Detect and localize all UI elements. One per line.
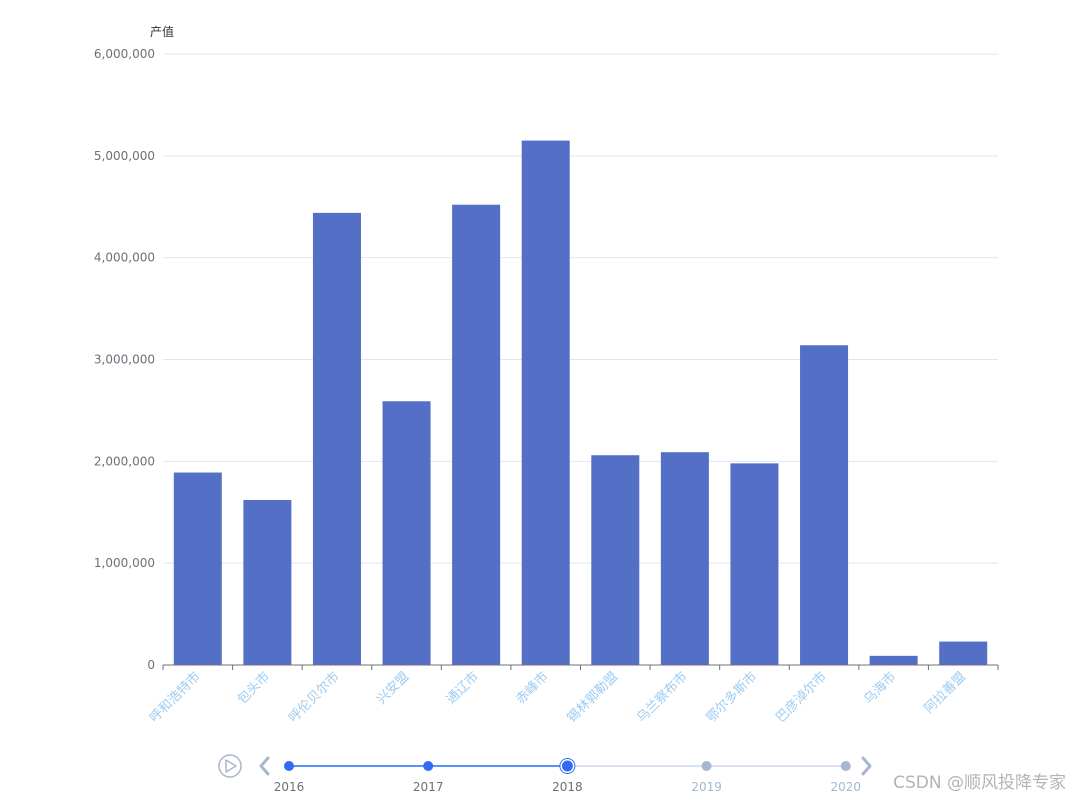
x-tick-label: 呼和浩特市 <box>146 669 203 726</box>
bar[interactable] <box>800 345 849 665</box>
x-tick-label: 乌海市 <box>861 669 900 708</box>
x-tick-label: 赤峰市 <box>513 669 552 708</box>
bar[interactable] <box>730 463 779 665</box>
timeline-point[interactable] <box>561 760 573 772</box>
x-tick-label: 乌兰察布市 <box>633 669 690 726</box>
bar[interactable] <box>660 452 709 665</box>
timeline-year-label: 2018 <box>552 780 583 794</box>
y-tick-label: 3,000,000 <box>94 353 155 367</box>
timeline-point[interactable] <box>840 761 851 771</box>
timeline-point[interactable] <box>284 761 294 771</box>
y-tick-label: 4,000,000 <box>94 251 155 265</box>
x-tick-label: 通辽市 <box>443 669 482 708</box>
x-tick-label: 鄂尔多斯市 <box>703 669 760 726</box>
bar[interactable] <box>939 641 988 665</box>
bar[interactable] <box>869 655 918 665</box>
timeline-year-label: 2017 <box>413 780 444 794</box>
bar[interactable] <box>243 500 292 665</box>
y-axis: 0 1,000,000 2,000,000 3,000,000 4,000,000 5,0… <box>94 47 155 672</box>
x-axis: 呼和浩特市 包头市 呼伦贝尔市 兴安盟 通辽市 赤峰市 锡林郭勒盟 乌兰察布市 鄂尔多斯市 巴彦淖… <box>146 664 999 726</box>
x-tick-label: 巴彦淖尔市 <box>773 669 830 726</box>
timeline-point[interactable] <box>701 761 712 771</box>
x-tick-label: 呼伦贝尔市 <box>286 669 343 726</box>
prev-icon[interactable] <box>259 756 270 776</box>
y-tick-label: 2,000,000 <box>94 454 155 468</box>
y-tick-label: 1,000,000 <box>94 556 155 570</box>
x-tick-label: 锡林郭勒盟 <box>564 669 621 726</box>
x-tick-label: 阿拉善盟 <box>921 669 969 717</box>
y-axis-title: 产值 <box>150 24 174 39</box>
y-tick-label: 5,000,000 <box>94 149 155 163</box>
timeline-year-label: 2020 <box>831 780 862 794</box>
timeline-year-label: 2016 <box>274 780 305 794</box>
timeline: 2016 2017 2018 2019 2020 <box>218 754 872 794</box>
play-icon <box>218 754 242 778</box>
next-icon[interactable] <box>861 756 872 776</box>
play-button[interactable] <box>218 754 242 778</box>
x-tick-label: 兴安盟 <box>374 669 412 707</box>
x-tick-label: 包头市 <box>234 669 273 708</box>
bar[interactable] <box>173 472 222 665</box>
bar[interactable] <box>452 204 501 666</box>
timeline-year-label: 2019 <box>691 780 722 794</box>
bar[interactable] <box>382 401 431 665</box>
bars <box>173 140 988 666</box>
y-tick-label: 0 <box>147 658 155 672</box>
y-tick-label: 6,000,000 <box>94 47 155 61</box>
bar[interactable] <box>521 140 570 665</box>
grid-lines <box>163 53 998 564</box>
bar[interactable] <box>591 455 640 665</box>
timeline-point[interactable] <box>423 761 434 771</box>
bar[interactable] <box>312 212 361 666</box>
watermark: CSDN @顺风投降专家 <box>893 773 1066 793</box>
